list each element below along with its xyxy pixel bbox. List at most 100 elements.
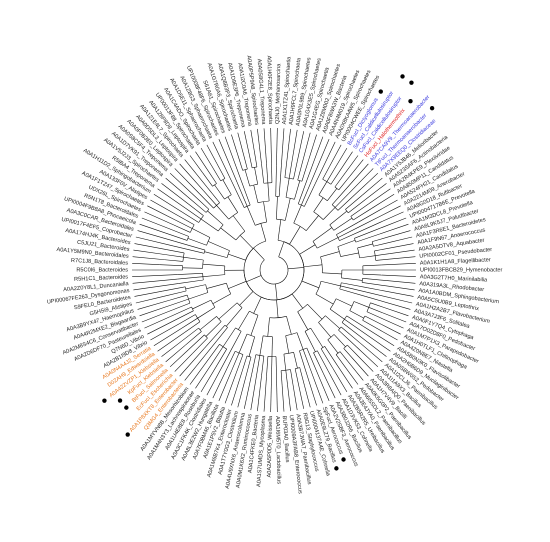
branch-line: [232, 215, 246, 232]
branch-line: [337, 196, 353, 211]
branch-line: [251, 354, 257, 375]
branch-line: [184, 331, 202, 346]
branch-line: [334, 193, 350, 208]
branch-line: [333, 334, 346, 347]
branch-line: [246, 275, 262, 282]
branch-line: [161, 340, 182, 357]
branch-line: [337, 239, 356, 247]
branch-arc: [243, 241, 305, 301]
branch-line: [250, 375, 257, 411]
branch-line: [306, 347, 316, 368]
branch-line: [357, 334, 387, 357]
branch-line: [231, 378, 241, 406]
branch-line: [304, 331, 316, 352]
branch-line: [204, 324, 226, 349]
branch-line: [326, 169, 335, 182]
branch-line: [174, 168, 200, 195]
branch-line: [277, 219, 282, 241]
branch-line: [263, 128, 267, 164]
branch-line: [236, 354, 244, 373]
branch-line: [280, 370, 283, 386]
branch-line: [207, 210, 224, 226]
branch-line: [335, 298, 353, 307]
branch-line: [285, 370, 288, 385]
branch-line: [184, 321, 201, 333]
branch-line: [364, 315, 382, 325]
branch-line: [276, 299, 279, 318]
branch-line: [299, 367, 305, 386]
branch-line: [276, 196, 278, 220]
branch-line: [303, 132, 311, 159]
branch-line: [200, 364, 218, 393]
leaf-label: A0A1H0F2E8_Spirochaetia: [265, 56, 273, 125]
branch-line: [202, 263, 225, 267]
branch-line: [345, 194, 363, 210]
branch-line: [227, 196, 238, 213]
branch-line: [389, 230, 411, 237]
branch-line: [348, 168, 374, 194]
branch-line: [362, 319, 379, 330]
branch-line: [184, 351, 209, 381]
branch-line: [204, 251, 228, 258]
branch-line: [362, 278, 387, 281]
branch-line: [238, 310, 250, 330]
leaf-label: A0A1K1H1A8_Flagellibacter: [420, 257, 491, 266]
branch-line: [170, 306, 192, 317]
branch-line: [333, 217, 353, 231]
leaf-label: R5H1C1_Bacteroides: [74, 274, 129, 283]
branch-line: [192, 228, 211, 238]
branch-line: [199, 316, 217, 331]
branch-line: [294, 368, 300, 388]
branch-line: [362, 273, 382, 276]
branch-line: [367, 287, 414, 297]
branch-line: [270, 128, 272, 164]
branch-line: [308, 134, 317, 161]
branch-line: [345, 368, 359, 385]
branch-line: [228, 281, 247, 289]
branch-line: [161, 183, 189, 205]
branch-line: [353, 301, 369, 308]
branch-line: [266, 356, 269, 377]
branch-line: [211, 165, 221, 182]
branch-line: [179, 314, 196, 324]
branch-line: [200, 218, 219, 232]
branch-line: [381, 274, 416, 277]
branch-line: [174, 240, 206, 251]
leaf-label: A0A2A5P0D5_Weissella: [267, 415, 274, 477]
branch-line: [178, 279, 204, 284]
branch-line: [162, 286, 186, 292]
branch-line: [306, 136, 324, 180]
branch-line: [133, 283, 179, 291]
branch-line: [166, 249, 185, 254]
branch-line: [285, 178, 290, 198]
branch-line: [290, 369, 294, 385]
branch-line: [275, 283, 278, 300]
branch-line: [139, 304, 172, 317]
branch-line: [312, 227, 332, 242]
branch-line: [365, 296, 411, 310]
branch-line: [281, 385, 285, 412]
branch-line: [202, 274, 225, 277]
branch-line: [379, 317, 404, 329]
branch-line: [257, 128, 262, 164]
branch-line: [339, 351, 351, 365]
marker-dot: [429, 105, 435, 111]
branch-line: [188, 203, 204, 216]
branch-arc: [313, 350, 318, 353]
branch-line: [311, 139, 330, 182]
branch-line: [337, 225, 361, 238]
branch-line: [287, 384, 291, 412]
branch-line: [217, 348, 227, 365]
branch-line: [296, 332, 304, 350]
branch-line: [212, 293, 231, 305]
branch-line: [141, 309, 173, 323]
branch-line: [293, 204, 302, 224]
branch-line: [159, 264, 183, 267]
branch-line: [174, 353, 193, 372]
branch-line: [226, 351, 236, 369]
marker-dot: [334, 466, 339, 471]
branch-line: [259, 335, 264, 356]
branch-line: [206, 351, 231, 396]
branch-line: [366, 311, 381, 318]
